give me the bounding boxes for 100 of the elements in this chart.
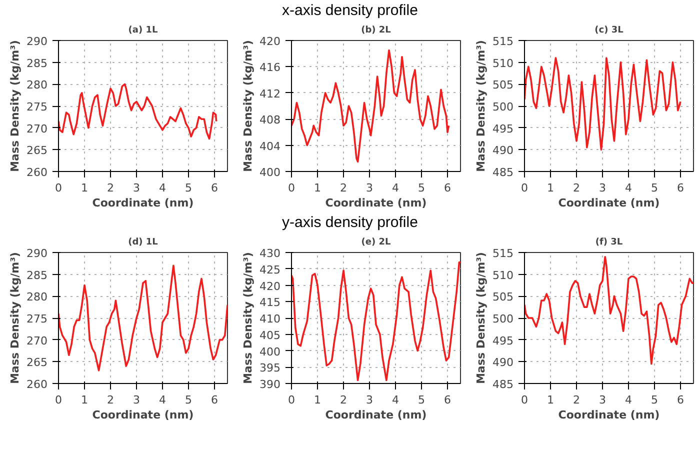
y-axis-title: Mass Density (kg/m³) bbox=[8, 40, 22, 172]
y-tick-label: 265 bbox=[26, 356, 48, 370]
x-tick-label: 1 bbox=[81, 394, 88, 406]
x-tick-label: 5 bbox=[651, 394, 658, 406]
line-series bbox=[292, 261, 460, 382]
x-tick-label: 6 bbox=[677, 182, 684, 194]
line-series bbox=[292, 49, 450, 163]
x-tick-label: 5 bbox=[651, 182, 658, 194]
text: x-axis density profile bbox=[282, 1, 418, 21]
x-tick-label: 3 bbox=[599, 394, 606, 406]
text: y-axis density profile bbox=[282, 213, 418, 233]
x-tick-label: 1 bbox=[314, 394, 321, 406]
y-tick-label: 290 bbox=[26, 35, 48, 48]
x-tick-label: 6 bbox=[211, 394, 218, 406]
y-tick-label: 285 bbox=[26, 56, 48, 70]
y-tick-label: 515 bbox=[492, 247, 514, 260]
chart-title: (e) 2L bbox=[361, 238, 391, 248]
line-series bbox=[58, 264, 228, 372]
y-tick-label: 430 bbox=[260, 247, 281, 260]
x-tick-label: 6 bbox=[677, 394, 684, 406]
x-axis-title: Coordinate (nm) bbox=[558, 196, 660, 210]
y-tick-label: 280 bbox=[26, 78, 48, 92]
y-tick-label: 290 bbox=[26, 247, 48, 260]
x-axis-title: Coordinate (nm) bbox=[92, 408, 194, 422]
y-axis-title: Mass Density (kg/m³) bbox=[474, 40, 488, 172]
y-tick-label: 490 bbox=[492, 144, 514, 158]
x-tick-label: 2 bbox=[107, 182, 114, 194]
x-tick-label: 4 bbox=[159, 182, 166, 194]
x-tick-label: 2 bbox=[340, 182, 347, 194]
x-axis-title: Coordinate (nm) bbox=[558, 408, 660, 422]
x-tick-label: 5 bbox=[418, 394, 425, 406]
x-tick-label: 0 bbox=[288, 394, 295, 406]
y-tick-label: 285 bbox=[26, 268, 48, 282]
x-tick-label: 2 bbox=[340, 394, 347, 406]
x-tick-label: 1 bbox=[314, 182, 321, 194]
x-tick-label: 4 bbox=[159, 394, 166, 406]
y-tick-label: 275 bbox=[26, 312, 48, 326]
y-tick-label: 505 bbox=[492, 290, 514, 304]
y-tick-label: 485 bbox=[492, 378, 514, 391]
y-tick-label: 408 bbox=[260, 114, 281, 127]
y-tick-label: 260 bbox=[26, 378, 48, 391]
y-tick-label: 400 bbox=[260, 166, 281, 179]
y-tick-label: 420 bbox=[260, 280, 281, 293]
x-tick-label: 4 bbox=[625, 394, 632, 406]
y-tick-label: 510 bbox=[492, 268, 514, 282]
line-series bbox=[524, 57, 682, 151]
y-tick-label: 405 bbox=[260, 328, 281, 342]
x-tick-label: 3 bbox=[599, 182, 606, 194]
x-axis-title: Coordinate (nm) bbox=[325, 196, 427, 210]
x-tick-label: 4 bbox=[625, 182, 632, 194]
y-tick-label: 395 bbox=[260, 362, 281, 375]
x-tick-label: 1 bbox=[547, 182, 554, 194]
y-tick-label: 505 bbox=[492, 78, 514, 92]
chart-title: (d) 1L bbox=[128, 238, 158, 248]
y-tick-label: 500 bbox=[492, 312, 514, 326]
y-tick-label: 390 bbox=[260, 378, 281, 391]
x-tick-label: 6 bbox=[211, 182, 218, 194]
x-tick-label: 1 bbox=[547, 394, 554, 406]
y-tick-label: 490 bbox=[492, 356, 514, 370]
x-tick-label: 6 bbox=[444, 182, 451, 194]
y-axis-title: Mass Density (kg/m³) bbox=[242, 252, 255, 384]
y-tick-label: 416 bbox=[260, 61, 281, 74]
y-tick-label: 420 bbox=[260, 35, 281, 48]
y-tick-label: 495 bbox=[492, 334, 514, 348]
line-series bbox=[58, 83, 218, 140]
x-tick-label: 4 bbox=[392, 394, 399, 406]
x-tick-label: 2 bbox=[573, 394, 580, 406]
y-tick-label: 415 bbox=[260, 296, 281, 310]
y-tick-label: 270 bbox=[26, 334, 48, 348]
chart-title: (f) 3L bbox=[595, 238, 623, 248]
y-tick-label: 410 bbox=[260, 312, 281, 326]
y-tick-label: 260 bbox=[26, 166, 48, 179]
x-tick-label: 1 bbox=[81, 182, 88, 194]
y-tick-label: 412 bbox=[260, 87, 281, 100]
y-tick-label: 404 bbox=[260, 140, 281, 153]
y-tick-label: 425 bbox=[260, 263, 281, 276]
chart-title: (a) 1L bbox=[128, 26, 158, 36]
x-tick-label: 3 bbox=[133, 182, 140, 194]
y-tick-label: 485 bbox=[492, 166, 514, 179]
y-tick-label: 270 bbox=[26, 122, 48, 136]
line-series bbox=[524, 256, 694, 365]
y-tick-label: 265 bbox=[26, 144, 48, 158]
y-tick-label: 280 bbox=[26, 290, 48, 304]
x-tick-label: 2 bbox=[573, 182, 580, 194]
x-tick-label: 6 bbox=[444, 394, 451, 406]
x-tick-label: 4 bbox=[392, 182, 399, 194]
x-axis-title: Coordinate (nm) bbox=[92, 196, 194, 210]
chart-title: (c) 3L bbox=[594, 26, 624, 36]
x-tick-label: 5 bbox=[185, 394, 192, 406]
y-tick-label: 400 bbox=[260, 345, 281, 358]
x-tick-label: 0 bbox=[288, 182, 295, 194]
x-tick-label: 5 bbox=[185, 182, 192, 194]
x-tick-label: 3 bbox=[366, 394, 373, 406]
y-tick-label: 275 bbox=[26, 100, 48, 114]
y-tick-label: 515 bbox=[492, 35, 514, 48]
x-tick-label: 2 bbox=[107, 394, 114, 406]
x-tick-label: 0 bbox=[55, 182, 62, 194]
y-tick-label: 500 bbox=[492, 100, 514, 114]
y-axis-title: Mass Density (kg/m³) bbox=[8, 252, 22, 384]
y-tick-label: 495 bbox=[492, 122, 514, 136]
